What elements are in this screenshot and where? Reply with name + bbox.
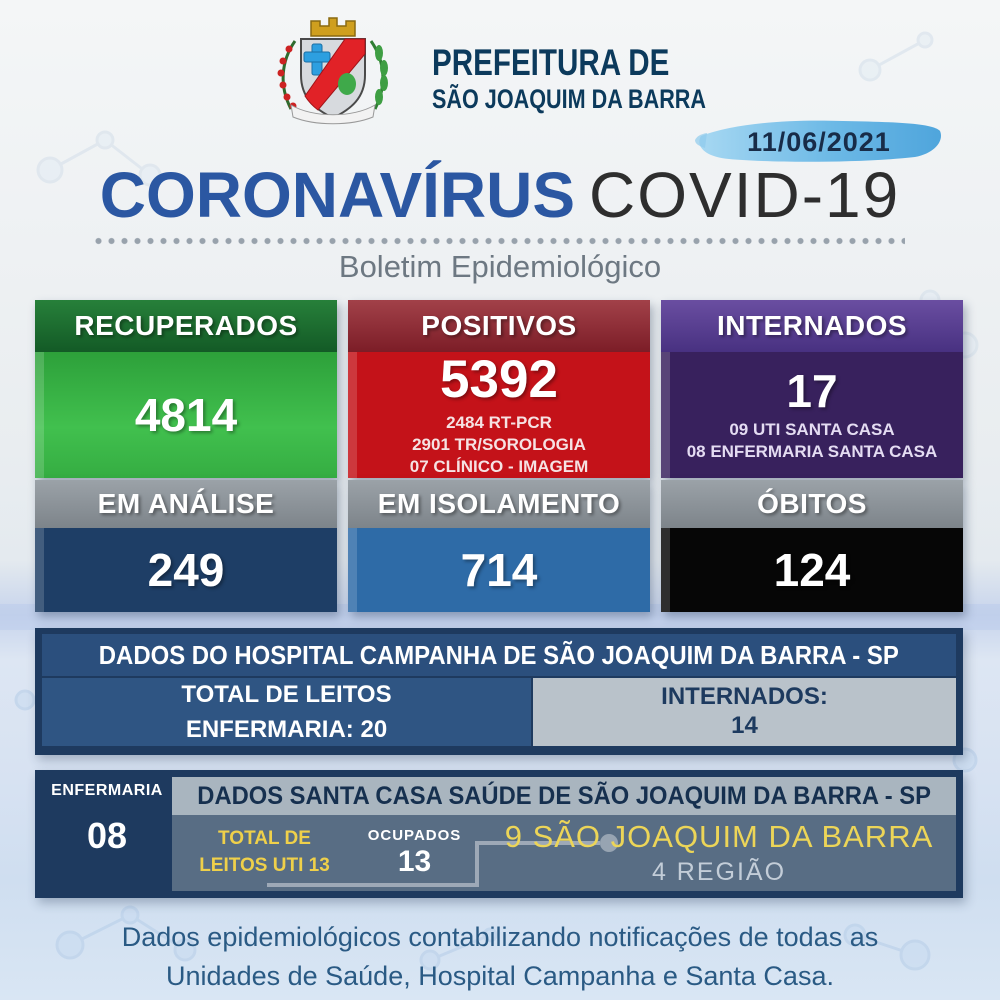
em-analise-value: 249 bbox=[147, 543, 225, 596]
hospital-internados-label: INTERNADOS: bbox=[661, 683, 828, 711]
stat-card-internados: INTERNADOS 17 09 UTI SANTA CASA 08 ENFER… bbox=[661, 300, 963, 478]
bulletin-subtitle: Boletim Epidemiológico bbox=[338, 249, 662, 284]
footer-line1: Dados epidemiológicos contabilizando not… bbox=[121, 922, 879, 952]
right-branch-icon bbox=[369, 40, 388, 110]
em-analise-body: 249 bbox=[35, 528, 337, 612]
title-covid19: COVID-19 bbox=[589, 159, 901, 231]
connector-line-icon bbox=[267, 834, 618, 887]
santa-casa-body: TOTAL DE LEITOS UTI 13 OCUPADOS 13 9 SÃO… bbox=[172, 815, 956, 891]
uti-leitos-line1: TOTAL DE bbox=[218, 828, 311, 850]
santa-casa-enfermaria-cell: ENFERMARIA 08 bbox=[42, 777, 172, 891]
cross-icon bbox=[303, 43, 331, 76]
em-isolamento-value: 714 bbox=[460, 543, 538, 596]
santa-casa-section: ENFERMARIA 08 DADOS SANTA CASA SAÚDE DE … bbox=[35, 770, 963, 898]
obitos-body: 124 bbox=[661, 528, 963, 612]
hospital-leitos-line2: ENFERMARIA: 20 bbox=[185, 715, 388, 743]
internados-breakdown: 09 UTI SANTA CASA 08 ENFERMARIA SANTA CA… bbox=[687, 419, 938, 463]
positivos-detail: 07 CLÍNICO - IMAGEM bbox=[409, 456, 589, 476]
hospital-campanha-title: DADOS DO HOSPITAL CAMPANHA DE SÃO JOAQUI… bbox=[42, 634, 956, 676]
obitos-label: ÓBITOS bbox=[661, 480, 963, 528]
stat-card-em-analise: EM ANÁLISE 249 bbox=[35, 480, 337, 612]
hospital-internados-value: 14 bbox=[731, 712, 758, 739]
org-name: PREFEITURA DE SÃO JOAQUIM DA BARRA bbox=[432, 44, 775, 113]
hospital-leitos-cell: TOTAL DE LEITOS ENFERMARIA: 20 bbox=[42, 678, 531, 746]
em-analise-label: EM ANÁLISE bbox=[35, 480, 337, 528]
santa-casa-title-text: DADOS SANTA CASA SAÚDE DE SÃO JOAQUIM DA… bbox=[197, 781, 931, 810]
region-line2: 4 REGIÃO bbox=[651, 858, 787, 886]
internados-detail: 09 UTI SANTA CASA bbox=[729, 420, 895, 440]
internados-value: 17 bbox=[786, 364, 838, 417]
diagonal-band-icon bbox=[304, 38, 366, 111]
org-name-line1: PREFEITURA DE bbox=[432, 42, 670, 83]
hospital-campanha-cells: TOTAL DE LEITOS ENFERMARIA: 20 INTERNADO… bbox=[42, 678, 956, 746]
footer-note: Dados epidemiológicos contabilizando not… bbox=[0, 918, 1000, 996]
obitos-value: 124 bbox=[773, 543, 851, 596]
city-coat-of-arms bbox=[243, 10, 423, 126]
positivos-detail: 2901 TR/SOROLOGIA bbox=[412, 434, 586, 454]
hospital-campanha-title-text: DADOS DO HOSPITAL CAMPANHA DE SÃO JOAQUI… bbox=[98, 639, 900, 670]
footer-line2: Unidades de Saúde, Hospital Campanha e S… bbox=[166, 961, 834, 992]
uti-leitos-block: TOTAL DE LEITOS UTI 13 bbox=[182, 826, 347, 879]
positivos-breakdown: 2484 RT-PCR 2901 TR/SOROLOGIA 07 CLÍNICO… bbox=[410, 412, 589, 478]
date-banner: 11/06/2021 bbox=[693, 114, 945, 168]
stat-card-em-isolamento: EM ISOLAMENTO 714 bbox=[348, 480, 650, 612]
uti-leitos-line2: LEITOS UTI 13 bbox=[199, 855, 330, 876]
leaf-icon bbox=[338, 73, 356, 95]
bulletin-date: 11/06/2021 bbox=[747, 126, 891, 157]
stat-card-positivos: POSITIVOS 5392 2484 RT-PCR 2901 TR/SOROL… bbox=[348, 300, 650, 478]
dotted-divider bbox=[95, 237, 905, 245]
region-block: 9 SÃO JOAQUIM DA BARRA 4 REGIÃO bbox=[482, 819, 956, 887]
date-brush-stroke-icon bbox=[695, 120, 941, 162]
positivos-detail: 2484 RT-PCR bbox=[446, 412, 552, 432]
ribbon-icon bbox=[290, 104, 376, 125]
santa-casa-title: DADOS SANTA CASA SAÚDE DE SÃO JOAQUIM DA… bbox=[172, 777, 956, 815]
em-isolamento-body: 714 bbox=[348, 528, 650, 612]
enfermaria-label: ENFERMARIA bbox=[51, 782, 163, 799]
hospital-campanha-section: DADOS DO HOSPITAL CAMPANHA DE SÃO JOAQUI… bbox=[35, 628, 963, 755]
stat-card-obitos: ÓBITOS 124 bbox=[661, 480, 963, 612]
recuperados-body: 4814 bbox=[35, 352, 337, 478]
em-isolamento-label: EM ISOLAMENTO bbox=[348, 480, 650, 528]
stat-cards-row-2: EM ANÁLISE 249 EM ISOLAMENTO 714 ÓBITOS … bbox=[35, 480, 963, 612]
org-name-line2: SÃO JOAQUIM DA BARRA bbox=[432, 84, 707, 114]
enfermaria-value: 08 bbox=[86, 815, 128, 856]
ocupados-label: OCUPADOS bbox=[367, 827, 462, 844]
ocupados-block: OCUPADOS 13 bbox=[347, 827, 482, 879]
recuperados-value: 4814 bbox=[134, 388, 238, 441]
positivos-value: 5392 bbox=[440, 350, 558, 409]
page-title: CORONAVÍRUS COVID-19 bbox=[0, 158, 1000, 232]
positivos-body: 5392 2484 RT-PCR 2901 TR/SOROLOGIA 07 CL… bbox=[348, 352, 650, 478]
stat-card-recuperados: RECUPERADOS 4814 bbox=[35, 300, 337, 478]
stat-cards-row-1: RECUPERADOS 4814 POSITIVOS 5392 2484 RT-… bbox=[35, 300, 963, 478]
hospital-leitos-line1: TOTAL DE LEITOS bbox=[181, 680, 392, 708]
positivos-label: POSITIVOS bbox=[348, 300, 650, 352]
internados-label: INTERNADOS bbox=[661, 300, 963, 352]
santa-casa-main: DADOS SANTA CASA SAÚDE DE SÃO JOAQUIM DA… bbox=[172, 777, 956, 891]
ocupados-value: 13 bbox=[397, 845, 432, 878]
internados-detail: 08 ENFERMARIA SANTA CASA bbox=[686, 442, 938, 462]
left-branch-icon bbox=[277, 40, 297, 110]
internados-body: 17 09 UTI SANTA CASA 08 ENFERMARIA SANTA… bbox=[661, 352, 963, 478]
recuperados-label: RECUPERADOS bbox=[35, 300, 337, 352]
region-line1: 9 SÃO JOAQUIM DA BARRA bbox=[504, 819, 934, 854]
crown-icon bbox=[310, 17, 356, 37]
title-coronavirus: CORONAVÍRUS bbox=[99, 159, 576, 231]
hospital-internados-cell: INTERNADOS: 14 bbox=[532, 678, 956, 746]
